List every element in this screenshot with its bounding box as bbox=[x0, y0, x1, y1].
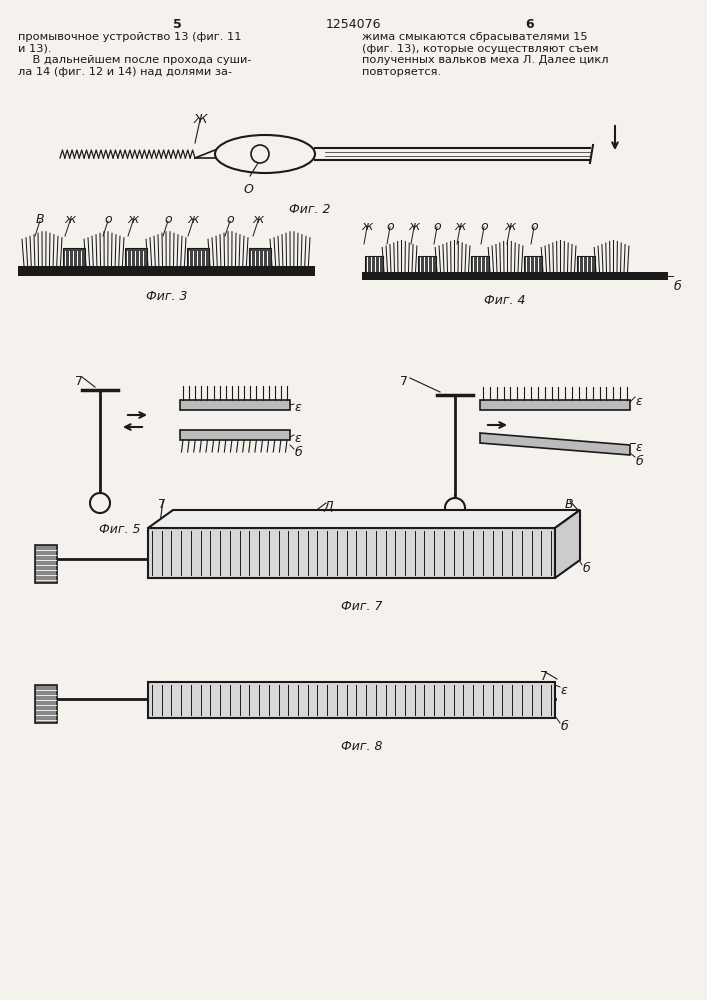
Text: В: В bbox=[565, 498, 573, 511]
Bar bbox=[18, 266, 315, 276]
Text: промывочное устройство 13 (фиг. 11
и 13).
    В дальнейшем после прохода суши-
л: промывочное устройство 13 (фиг. 11 и 13)… bbox=[18, 32, 252, 77]
Text: Д: Д bbox=[323, 500, 333, 513]
Text: б: б bbox=[583, 562, 591, 575]
Bar bbox=[577, 256, 595, 272]
Bar bbox=[362, 272, 668, 280]
Bar bbox=[187, 248, 209, 266]
Text: Фиг. 4: Фиг. 4 bbox=[484, 294, 526, 307]
Text: ε: ε bbox=[561, 684, 568, 697]
Bar bbox=[418, 256, 436, 272]
Bar bbox=[471, 256, 489, 272]
Text: Фиг. 6: Фиг. 6 bbox=[489, 527, 531, 540]
Text: Фиг. 7: Фиг. 7 bbox=[341, 600, 382, 613]
Text: Ж: Ж bbox=[193, 113, 206, 126]
Text: о: о bbox=[530, 220, 538, 233]
Text: 7: 7 bbox=[75, 375, 83, 388]
Bar bbox=[249, 248, 271, 266]
Text: Фиг. 8: Фиг. 8 bbox=[341, 740, 382, 753]
Polygon shape bbox=[148, 510, 580, 528]
Text: ж: ж bbox=[64, 213, 76, 226]
Polygon shape bbox=[555, 510, 580, 578]
Text: о: о bbox=[386, 220, 394, 233]
Bar bbox=[35, 685, 57, 723]
Text: о: о bbox=[433, 220, 440, 233]
Bar bbox=[180, 430, 290, 440]
Text: о: о bbox=[104, 213, 112, 226]
Bar bbox=[480, 400, 630, 410]
Text: б: б bbox=[561, 720, 568, 733]
Text: б: б bbox=[295, 446, 303, 459]
Text: ε: ε bbox=[295, 401, 302, 414]
Text: ж: ж bbox=[504, 220, 515, 233]
Text: ε: ε bbox=[295, 432, 302, 445]
Text: жима смыкаются сбрасывателями 15
(фиг. 13), которые осуществляют съем
полученных: жима смыкаются сбрасывателями 15 (фиг. 1… bbox=[362, 32, 609, 77]
Text: ж: ж bbox=[252, 213, 264, 226]
Bar bbox=[180, 400, 290, 410]
Text: 7: 7 bbox=[400, 375, 408, 388]
Text: Фиг. 5: Фиг. 5 bbox=[99, 523, 141, 536]
Polygon shape bbox=[148, 528, 555, 578]
Bar bbox=[63, 248, 85, 266]
Text: В: В bbox=[35, 213, 45, 226]
Bar bbox=[35, 545, 57, 583]
Text: 6: 6 bbox=[526, 18, 534, 31]
Bar bbox=[524, 256, 542, 272]
Text: б: б bbox=[674, 280, 682, 293]
Text: ε: ε bbox=[636, 395, 643, 408]
Text: о: о bbox=[164, 213, 172, 226]
Text: ж: ж bbox=[455, 220, 466, 233]
Text: о: о bbox=[226, 213, 234, 226]
Text: ж: ж bbox=[187, 213, 199, 226]
Text: о: о bbox=[480, 220, 488, 233]
Text: О: О bbox=[243, 183, 253, 196]
Text: ж: ж bbox=[409, 220, 420, 233]
Bar bbox=[365, 256, 383, 272]
Bar bbox=[148, 682, 555, 718]
Text: 7: 7 bbox=[540, 670, 548, 683]
Text: 7: 7 bbox=[158, 498, 166, 511]
Text: Фиг. 3: Фиг. 3 bbox=[146, 290, 187, 303]
Text: 5: 5 bbox=[173, 18, 182, 31]
Text: б: б bbox=[636, 455, 644, 468]
Text: ж: ж bbox=[127, 213, 139, 226]
Text: ж: ж bbox=[361, 220, 373, 233]
Polygon shape bbox=[480, 433, 630, 455]
Text: 1254076: 1254076 bbox=[325, 18, 381, 31]
Text: ε: ε bbox=[636, 441, 643, 454]
Text: Фиг. 2: Фиг. 2 bbox=[289, 203, 331, 216]
Bar bbox=[125, 248, 147, 266]
